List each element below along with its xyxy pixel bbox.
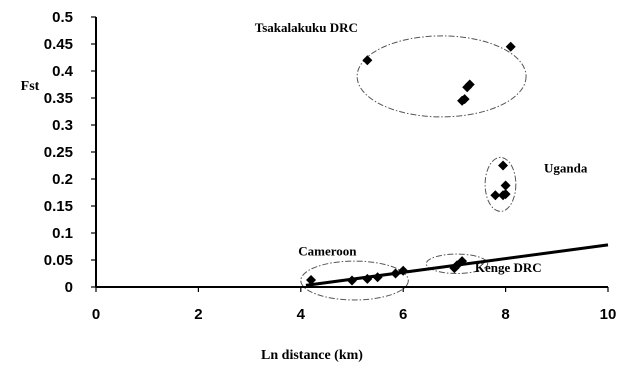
data-point <box>306 274 317 285</box>
y-tick-label: 0.45 <box>44 36 73 53</box>
data-point <box>500 189 511 200</box>
x-axis-title: Ln distance (km) <box>261 348 363 363</box>
y-tick-label: 0.2 <box>52 171 73 188</box>
group-label: Tsakalakuku DRC <box>255 20 358 35</box>
cluster-ellipses <box>300 35 527 301</box>
data-point <box>457 256 468 267</box>
data-point <box>372 272 383 283</box>
axes: 0 0.05 0.1 0.15 0.2 0.25 0.3 0.35 0.4 0.45 0.5 0 2 4 6… <box>44 9 617 323</box>
y-axis-title: Fst <box>21 79 40 94</box>
y-tick-label: 0.4 <box>52 63 74 80</box>
data-point <box>500 180 511 191</box>
x-tick-label: 8 <box>501 306 509 323</box>
x-tick-label: 2 <box>194 306 202 323</box>
y-tick-label: 0.25 <box>44 144 73 161</box>
x-tick-label: 0 <box>92 306 100 323</box>
y-tick-label: 0.15 <box>44 198 73 215</box>
data-point <box>459 94 470 105</box>
cluster-ellipse <box>484 156 517 212</box>
x-tick-label: 6 <box>399 306 407 323</box>
y-tick-label: 0.3 <box>52 117 73 134</box>
data-points <box>306 41 516 286</box>
data-point <box>464 79 475 90</box>
y-tick-label: 0.5 <box>52 9 73 26</box>
cluster-ellipse <box>425 253 489 274</box>
x-tick-label: 4 <box>297 306 306 323</box>
y-tick-label: 0.1 <box>52 225 73 242</box>
data-point <box>505 41 516 52</box>
data-point <box>347 275 357 286</box>
cluster-ellipse <box>356 35 527 118</box>
group-label: Kenge DRC <box>475 260 542 275</box>
data-point <box>390 268 401 279</box>
data-point <box>490 190 501 201</box>
data-point <box>498 160 509 171</box>
data-point <box>362 273 373 284</box>
y-tick-label: 0.05 <box>44 252 73 269</box>
group-label: Uganda <box>544 161 588 176</box>
x-tick-label: 10 <box>600 306 617 323</box>
cluster-ellipse <box>300 260 409 301</box>
y-tick-label: 0 <box>65 279 73 296</box>
data-point <box>362 55 373 66</box>
y-tick-label: 0.35 <box>44 90 73 107</box>
group-labels: Tsakalakuku DRC Uganda Cameroon Kenge DRC <box>255 20 588 275</box>
data-point <box>398 265 409 276</box>
group-label: Cameroon <box>298 244 357 259</box>
